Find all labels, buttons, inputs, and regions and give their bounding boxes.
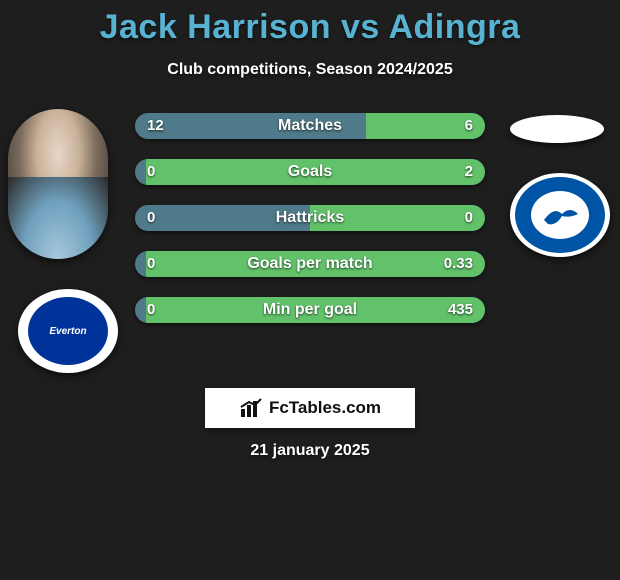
stat-label: Hattricks — [135, 205, 485, 231]
watermark: FcTables.com — [205, 388, 415, 428]
comparison-panel: Everton 126Matches 02Goals 00Hattricks 00.3… — [0, 113, 620, 393]
left-club-badge: Everton — [18, 289, 118, 373]
page-title: Jack Harrison vs Adingra — [0, 0, 620, 47]
stat-bars: 126Matches 02Goals 00Hattricks 00.33Goals p… — [135, 113, 485, 343]
watermark-text: FcTables.com — [269, 398, 381, 418]
stat-bar: 00Hattricks — [135, 205, 485, 231]
stat-label: Goals — [135, 159, 485, 185]
page-subtitle: Club competitions, Season 2024/2025 — [0, 61, 620, 79]
stat-label: Min per goal — [135, 297, 485, 323]
stat-label: Goals per match — [135, 251, 485, 277]
stat-bar: 02Goals — [135, 159, 485, 185]
right-club-badge — [510, 173, 610, 257]
stat-bar: 0435Min per goal — [135, 297, 485, 323]
chart-icon — [239, 397, 263, 419]
stat-label: Matches — [135, 113, 485, 139]
left-player-column: Everton — [8, 113, 118, 373]
right-player-photo-placeholder — [510, 115, 604, 143]
snapshot-date: 21 january 2025 — [0, 442, 620, 460]
seagull-icon — [540, 200, 580, 230]
stat-bar: 00.33Goals per match — [135, 251, 485, 277]
left-player-photo — [8, 109, 108, 259]
everton-badge-text: Everton — [28, 297, 108, 365]
right-player-column — [510, 113, 610, 257]
stat-bar: 126Matches — [135, 113, 485, 139]
